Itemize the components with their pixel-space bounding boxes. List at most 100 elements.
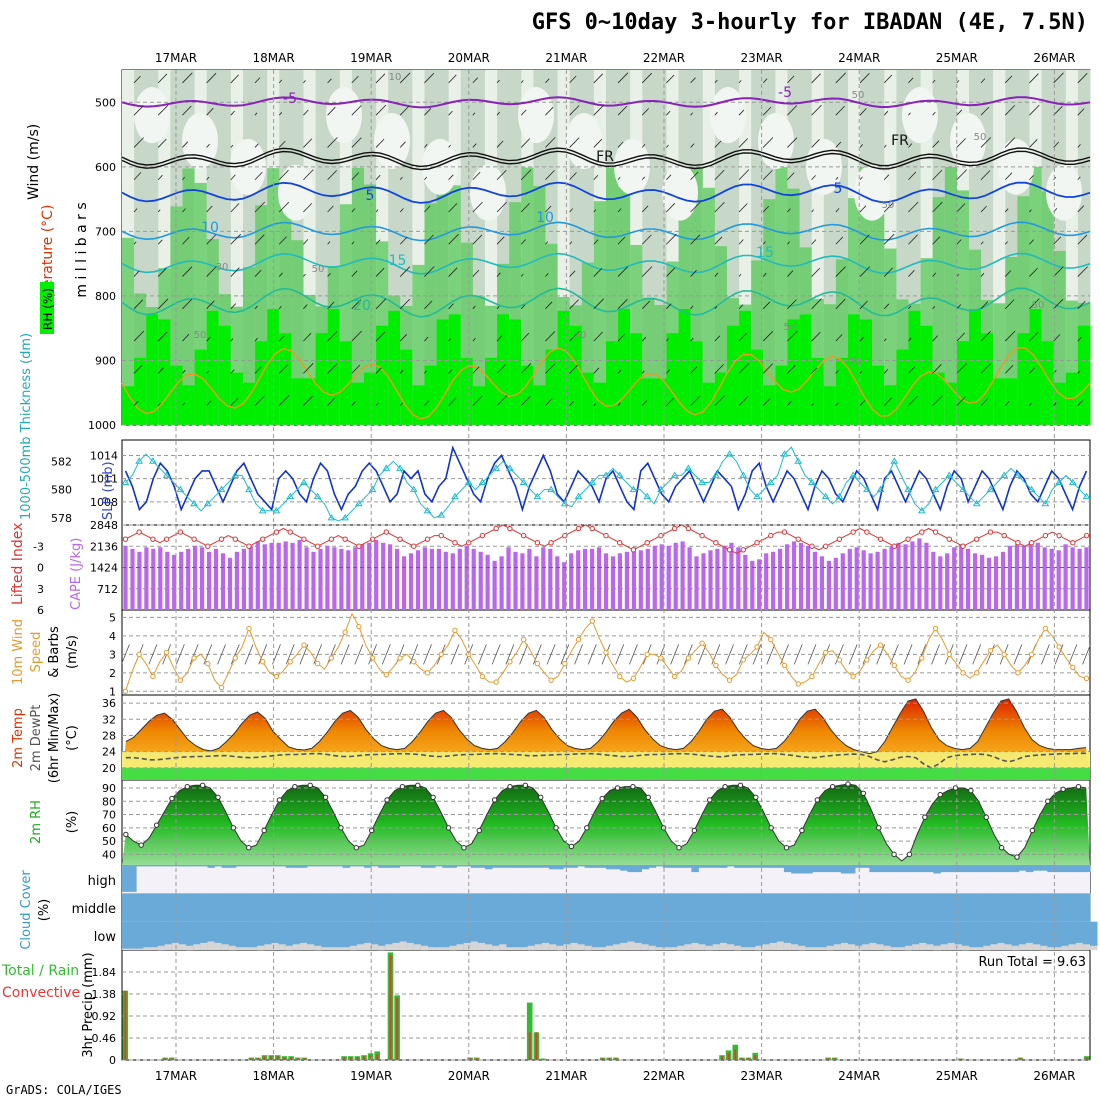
- precip-convective-bar: [747, 1058, 750, 1060]
- precip-convective-bar: [469, 1058, 471, 1060]
- cloud-cell-low: [193, 944, 201, 950]
- cloud-cell-low: [848, 921, 856, 950]
- cloud-cell-low: [769, 942, 778, 950]
- isotherm-contour: [121, 252, 1091, 275]
- cloud-cell-low: [890, 947, 899, 950]
- cloud-cell-low: [598, 921, 607, 950]
- rh-band: [702, 187, 716, 425]
- axis-label-rh2m: (%): [65, 811, 80, 834]
- wind-barb: [133, 208, 138, 213]
- wind-barb: [811, 367, 817, 374]
- wind-barb: [811, 104, 822, 116]
- precip-convective-bar: [296, 1058, 299, 1060]
- wind-barb: [450, 644, 460, 665]
- wind-barb: [859, 108, 867, 116]
- thickness-line-point: [258, 506, 267, 514]
- wind-barb: [714, 395, 725, 406]
- wind-barb: [1029, 267, 1038, 277]
- cloud-cell-low: [819, 921, 827, 950]
- wind-barb: [1029, 209, 1032, 213]
- cloud-cell-high: [328, 865, 336, 867]
- cloud-cell-low: [385, 921, 393, 950]
- cloud-cell-low: [798, 945, 806, 951]
- rh-band: [146, 314, 159, 425]
- wind-barb: [545, 301, 553, 310]
- wind-barb: [545, 170, 555, 181]
- wind-speed-line-point: [617, 673, 623, 680]
- wind-barb: [133, 364, 143, 374]
- wind-barb: [327, 78, 332, 84]
- cloud-cell-high: [243, 865, 251, 867]
- cloud-cell-middle: [499, 893, 507, 922]
- wind-barb: [182, 402, 186, 406]
- xtick-label-top: 17MAR: [155, 51, 197, 65]
- rh-line-point: [691, 827, 698, 834]
- ytick-label: 800: [95, 290, 116, 303]
- cloud-cell-middle: [627, 893, 635, 922]
- cloud-cell-middle: [727, 893, 735, 922]
- cloud-cell-low: [748, 947, 756, 950]
- wind-barb: [351, 105, 362, 116]
- cloud-cell-low: [954, 944, 963, 950]
- cape-bar: [736, 547, 741, 610]
- wind-speed-line-point: [1056, 644, 1062, 650]
- cloud-cell-high: [399, 865, 408, 867]
- wind-barb: [1004, 365, 1014, 374]
- cape-bar: [325, 545, 330, 610]
- cloud-cell-low: [549, 921, 557, 950]
- thickness-line-point: [409, 485, 418, 493]
- wind-barb: [157, 239, 163, 245]
- cape-bar: [227, 557, 233, 610]
- wind-barb: [254, 366, 262, 374]
- wind-barb: [230, 203, 240, 213]
- wind-barb: [133, 270, 140, 277]
- cape-bar: [966, 548, 971, 610]
- wind-barb: [351, 208, 356, 213]
- cape-bar: [590, 548, 595, 610]
- rh-band: [557, 310, 571, 425]
- wind-barb: [617, 402, 621, 406]
- wind-barb: [157, 209, 161, 213]
- wind-barb: [206, 370, 209, 374]
- temp-band-warm: [122, 751, 1090, 768]
- wind-barb: [738, 644, 748, 665]
- thickness-line-point: [862, 485, 871, 493]
- cloud-cell-high: [890, 865, 899, 873]
- wind-barb: [980, 106, 990, 116]
- lifted-index-line-point: [177, 529, 184, 535]
- cape-bar: [304, 547, 309, 610]
- wind-speed-line-point: [493, 679, 499, 685]
- cape-bar: [422, 547, 427, 610]
- cloud-cell-high: [741, 865, 749, 868]
- rh-line-point: [322, 794, 329, 800]
- wind-speed-line-point: [740, 657, 747, 663]
- cloud-cell-high: [278, 865, 287, 867]
- wind-barb: [1004, 172, 1013, 181]
- wind-barb: [617, 176, 621, 180]
- cloud-cell-low: [371, 944, 379, 950]
- cloud-cell-high: [819, 865, 827, 873]
- wind-barb: [641, 400, 648, 406]
- cape-bar: [868, 553, 873, 610]
- cloud-cell-low: [1004, 944, 1013, 950]
- wind-barb: [133, 137, 144, 148]
- cloud-cell-low: [577, 944, 585, 950]
- wind-barb: [787, 75, 795, 84]
- precip-convective-bar: [721, 1056, 723, 1060]
- cloud-cell-middle: [364, 893, 372, 922]
- cloud-cell-high: [606, 865, 614, 870]
- cloud-cell-low: [499, 921, 507, 950]
- wind-barb: [903, 644, 913, 665]
- rh-band: [509, 319, 522, 425]
- cape-bar: [123, 545, 128, 610]
- axis-label-wind10m: (m/s): [65, 635, 80, 669]
- wind-speed-line-point: [1070, 664, 1076, 670]
- wind-barb: [278, 395, 290, 406]
- wind-speed-line-point: [397, 655, 403, 661]
- wind-barb: [217, 644, 226, 665]
- precip-convective-bar: [528, 1032, 531, 1060]
- lifted-index-line-point: [1042, 532, 1049, 539]
- wind-barb: [956, 304, 962, 310]
- cape-bar: [638, 550, 643, 610]
- cloud-cell-middle: [485, 893, 493, 922]
